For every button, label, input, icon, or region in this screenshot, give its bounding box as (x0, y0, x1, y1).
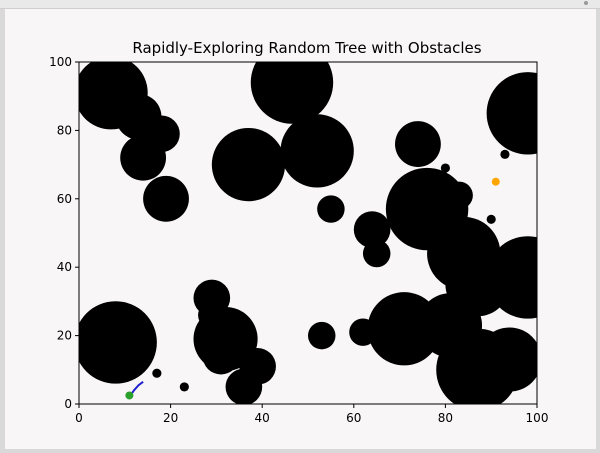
obstacle-circle (445, 181, 473, 210)
obstacle-circle (179, 382, 189, 392)
x-tick-label: 80 (438, 411, 453, 425)
chart-title: Rapidly-Exploring Random Tree with Obsta… (132, 39, 481, 57)
obstacle-circle (250, 62, 334, 124)
obstacle-circle (152, 368, 162, 378)
goal-point (491, 177, 500, 186)
obstacle-circle (362, 239, 391, 268)
y-tick-label: 0 (64, 397, 72, 411)
x-tick-label: 60 (346, 411, 361, 425)
obstacle-circle (225, 368, 263, 404)
obstacle-circle (395, 121, 441, 167)
obstacle-circle (120, 134, 167, 181)
window-control-icon[interactable] (584, 1, 588, 5)
obstacle-circle (500, 149, 510, 159)
obstacle-circle (211, 127, 286, 202)
x-tick-label: 40 (255, 411, 270, 425)
y-tick-label: 100 (49, 55, 72, 69)
y-tick-label: 80 (57, 123, 72, 137)
y-tick-label: 20 (57, 329, 72, 343)
obstacle-circle (308, 321, 336, 350)
x-tick-label: 20 (163, 411, 178, 425)
obstacle-circle (317, 195, 345, 223)
obstacle-circle (436, 328, 519, 404)
obstacle-circle (79, 301, 157, 384)
figure-canvas: Rapidly-Exploring Random Tree with Obsta… (5, 9, 596, 449)
obstacle-circle (486, 72, 537, 155)
x-tick-label: 100 (526, 411, 549, 425)
obstacle-circle (486, 236, 537, 319)
plot-frame (78, 61, 538, 405)
obstacles-group (79, 62, 537, 404)
y-tick-label: 60 (57, 192, 72, 206)
obstacle-circle (440, 163, 450, 173)
window-titlebar (0, 0, 600, 9)
y-tick-label: 40 (57, 260, 72, 274)
obstacle-circle (202, 337, 240, 375)
x-tick-label: 0 (75, 411, 83, 425)
obstacle-circle (143, 175, 189, 222)
obstacle-circle (353, 211, 391, 248)
axes-group: 0 20 40 60 80 100 0 20 40 60 80 100 (49, 55, 548, 425)
path-and-markers-group (125, 177, 500, 400)
start-point (125, 391, 134, 400)
rrt-chart: Rapidly-Exploring Random Tree with Obsta… (49, 39, 548, 425)
obstacle-circle (280, 114, 354, 188)
obstacle-circle (486, 214, 496, 224)
